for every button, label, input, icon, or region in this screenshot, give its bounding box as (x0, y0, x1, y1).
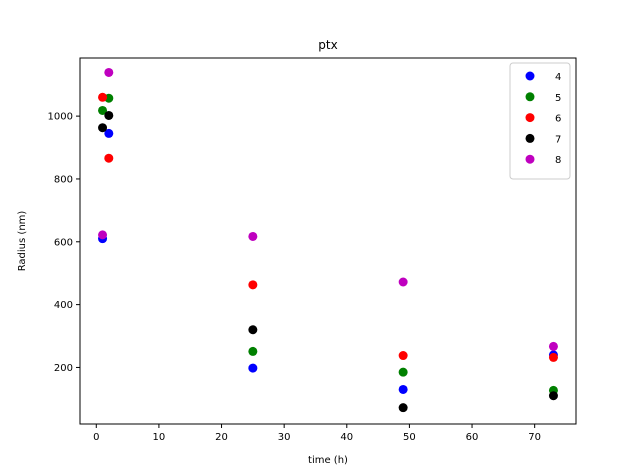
series-5 (98, 93, 558, 395)
legend-marker (525, 133, 535, 143)
y-tick-label: 200 (54, 363, 73, 374)
data-point (248, 325, 258, 335)
legend-marker (525, 113, 535, 123)
legend: 4 5 6 7 8 (509, 62, 571, 180)
data-point (398, 367, 408, 377)
x-tick-label: 70 (528, 432, 541, 443)
y-tick-label: 1000 (48, 112, 73, 123)
data-point (104, 128, 114, 138)
x-tick-label: 10 (153, 432, 166, 443)
data-point (248, 346, 258, 356)
data-point (104, 67, 114, 77)
legend-marker (525, 92, 535, 102)
data-point (548, 391, 558, 401)
y-tick-label: 600 (54, 237, 73, 248)
y-axis-ticks: 200 400 600 800 1000 (48, 112, 80, 374)
legend-marker (525, 154, 535, 164)
y-tick-label: 400 (54, 300, 73, 311)
series-8 (98, 67, 558, 351)
data-point (98, 123, 108, 133)
x-tick-label: 60 (466, 432, 479, 443)
data-point (248, 280, 258, 290)
chart-title: ptx (318, 38, 337, 52)
data-point (98, 105, 108, 115)
x-axis-label: time (h) (308, 455, 348, 466)
series-6 (98, 92, 558, 362)
legend-label: 8 (555, 155, 561, 166)
y-tick-label: 800 (54, 174, 73, 185)
data-point (398, 277, 408, 287)
data-point (98, 92, 108, 102)
data-point (98, 230, 108, 240)
data-point (104, 110, 114, 120)
legend-box (509, 62, 571, 180)
data-point (248, 231, 258, 241)
series-7 (98, 110, 558, 413)
x-axis-ticks: 0 10 20 30 40 50 60 70 (93, 424, 541, 443)
data-point (398, 403, 408, 413)
y-axis-label: Radius (nm) (17, 211, 28, 272)
x-tick-label: 20 (215, 432, 228, 443)
data-point (248, 363, 258, 373)
data-point (104, 153, 114, 163)
series-4 (98, 128, 558, 394)
data-point (398, 384, 408, 394)
x-tick-label: 30 (278, 432, 291, 443)
legend-label: 7 (555, 134, 561, 145)
data-points (98, 67, 558, 413)
legend-marker (525, 71, 535, 81)
plot-area-frame (79, 57, 577, 425)
legend-label: 5 (555, 93, 561, 104)
data-point (398, 351, 408, 361)
x-tick-label: 0 (93, 432, 99, 443)
x-tick-label: 40 (340, 432, 353, 443)
x-tick-label: 50 (403, 432, 416, 443)
legend-label: 6 (555, 114, 561, 125)
data-point (548, 352, 558, 362)
data-point (548, 341, 558, 351)
legend-label: 4 (555, 72, 561, 83)
